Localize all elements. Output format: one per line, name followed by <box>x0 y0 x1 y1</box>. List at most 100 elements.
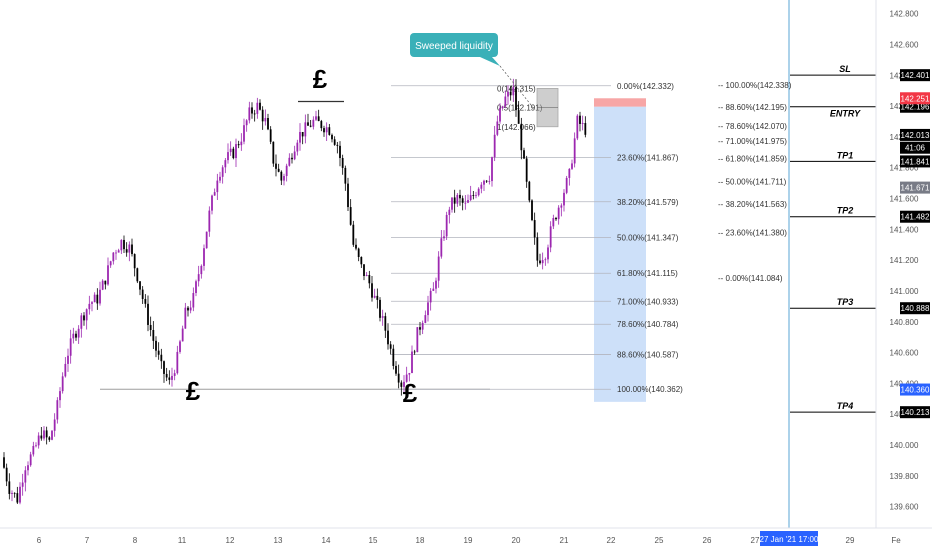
target-price-badge <box>900 69 930 82</box>
candle-body <box>352 224 355 245</box>
candle-body <box>499 108 501 122</box>
candle-body <box>261 109 264 122</box>
fib-right-label: -- 23.60%(141.380) <box>718 228 787 237</box>
candle-body <box>435 280 437 289</box>
candle-body <box>256 102 259 114</box>
candle-body <box>349 207 352 225</box>
candle-body <box>104 280 107 285</box>
price-axis[interactable]: 142.800142.600142.400142.200142.000141.8… <box>875 0 930 528</box>
candle-body <box>40 435 43 439</box>
time-tick-label: 18 <box>416 536 425 545</box>
candle-body <box>416 327 419 353</box>
price-badge-text: 142.013 <box>901 131 930 140</box>
candle-body <box>387 330 389 345</box>
candle-body <box>195 281 197 294</box>
candle-body <box>131 244 133 255</box>
candle-body <box>205 231 208 249</box>
candle-body <box>344 167 347 184</box>
candle-body <box>240 141 243 146</box>
candle-body <box>112 252 115 262</box>
candle-body <box>269 129 272 142</box>
candle-body <box>355 244 357 249</box>
price-tick-label: 140.800 <box>890 318 919 327</box>
candle-body <box>229 148 232 153</box>
candle-body <box>485 180 488 182</box>
target-price-badge-text: 141.841 <box>901 157 930 166</box>
candle-body <box>528 181 531 201</box>
candle-body <box>144 298 147 304</box>
candle-body <box>560 205 563 208</box>
callout-bubble <box>410 33 498 57</box>
candle-body <box>531 200 533 221</box>
candle-body <box>219 176 221 181</box>
price-tick-label: 141.400 <box>890 225 919 234</box>
price-badge-text: 41:06 <box>905 144 926 153</box>
fib-right-label: -- 50.00%(141.711) <box>718 177 787 186</box>
candle-body <box>99 289 101 304</box>
target-price-badge <box>900 406 930 419</box>
candle-body <box>32 445 35 455</box>
candle-body <box>331 134 333 140</box>
candle-body <box>563 192 565 206</box>
candle-body <box>133 254 136 269</box>
candle-body <box>477 188 480 196</box>
candle-body <box>160 354 163 362</box>
fib-left-label: 50.00%(141.347) <box>617 234 679 243</box>
fib-right-label: -- 71.00%(141.975) <box>718 137 787 146</box>
candle-body <box>336 144 339 146</box>
candle-body <box>419 327 421 330</box>
candle-body <box>128 244 131 253</box>
candle-body <box>491 157 493 182</box>
candle-body <box>189 307 192 311</box>
candle-body <box>403 381 405 387</box>
candle-body <box>176 351 179 374</box>
fib-left-label: 0.00%(142.332) <box>617 82 674 91</box>
candle-body <box>272 141 275 164</box>
candle-body <box>368 275 371 284</box>
candle-body <box>24 470 27 483</box>
fib-right-label: -- 78.60%(142.070) <box>718 122 787 131</box>
candle-body <box>123 239 125 250</box>
candle-body <box>437 256 440 281</box>
candle-body <box>427 302 429 316</box>
callout-pointer <box>480 57 500 66</box>
target-price-badge-text: 141.482 <box>901 213 930 222</box>
candle-body <box>488 181 491 182</box>
time-tick-label: 7 <box>85 536 90 545</box>
fib-left-label: 71.00%(140.933) <box>617 297 679 306</box>
target-price-badge-text: 140.213 <box>901 408 930 417</box>
candle-body <box>405 374 408 382</box>
candle-body <box>581 123 584 124</box>
candle-body <box>77 328 80 338</box>
candle-body <box>381 316 384 318</box>
candle-body <box>493 134 496 158</box>
pound-symbol: £ <box>186 376 201 406</box>
candle-body <box>259 102 261 110</box>
time-axis[interactable]: 678111213141518192021222526272829Fe27 Ja… <box>0 527 932 546</box>
candle-body <box>360 256 363 265</box>
candle-body <box>107 265 109 285</box>
fib-small-label: 1(142.066) <box>497 123 536 132</box>
time-tick-label: 19 <box>464 536 473 545</box>
candle-body <box>45 430 48 438</box>
candle-body <box>8 481 11 494</box>
candle-body <box>293 151 296 160</box>
candle-body <box>384 316 387 331</box>
candle-body <box>51 430 53 440</box>
candle-body <box>392 348 395 366</box>
candle-body <box>379 299 381 318</box>
price-badge <box>900 181 930 194</box>
candle-body <box>552 217 555 227</box>
candle-body <box>19 486 21 503</box>
candle-body <box>120 239 123 251</box>
price-badge-text: 141.671 <box>901 184 930 193</box>
candle-body <box>549 226 552 248</box>
candle-body <box>395 365 397 374</box>
candle-body <box>192 293 195 308</box>
candle-body <box>584 123 587 135</box>
candle-body <box>245 120 248 126</box>
time-tick-label: 25 <box>655 536 664 545</box>
candle-body <box>147 303 149 325</box>
